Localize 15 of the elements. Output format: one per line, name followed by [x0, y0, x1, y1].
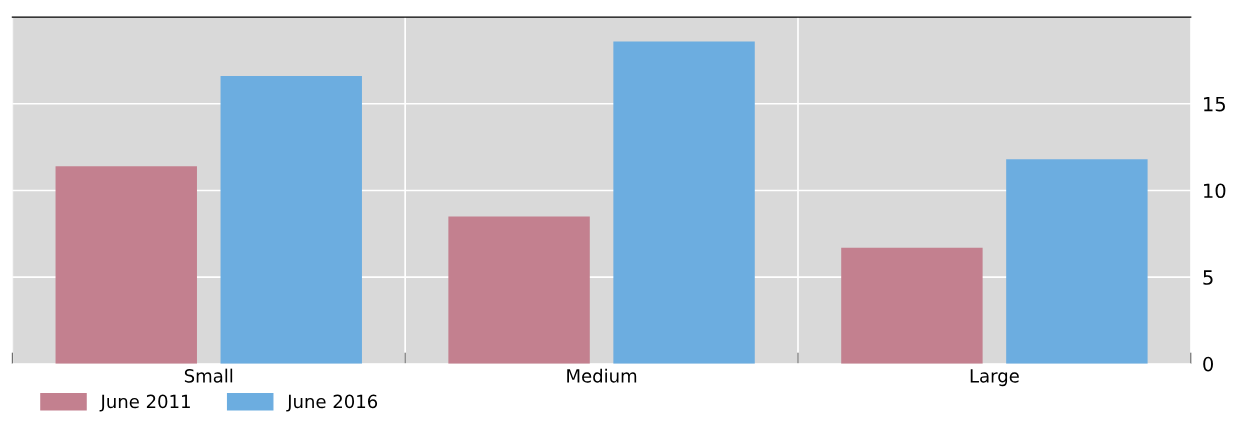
bar — [220, 76, 362, 364]
y-tick-label: 10 — [1204, 183, 1226, 199]
x-tick-label: Medium — [567, 368, 637, 383]
bar — [55, 166, 197, 364]
legend-label: June 2016 — [286, 394, 378, 412]
x-tick-label: Small — [184, 368, 233, 383]
y-tick-label: 0 — [1203, 356, 1213, 372]
bar — [448, 216, 590, 364]
bar — [1006, 159, 1148, 364]
bar — [841, 247, 983, 364]
x-tick-label: Large — [970, 369, 1019, 387]
bar — [613, 41, 755, 364]
y-tick-label: 5 — [1203, 270, 1213, 285]
legend-label: June 2011 — [99, 394, 190, 412]
y-tick-label: 15 — [1204, 97, 1225, 112]
